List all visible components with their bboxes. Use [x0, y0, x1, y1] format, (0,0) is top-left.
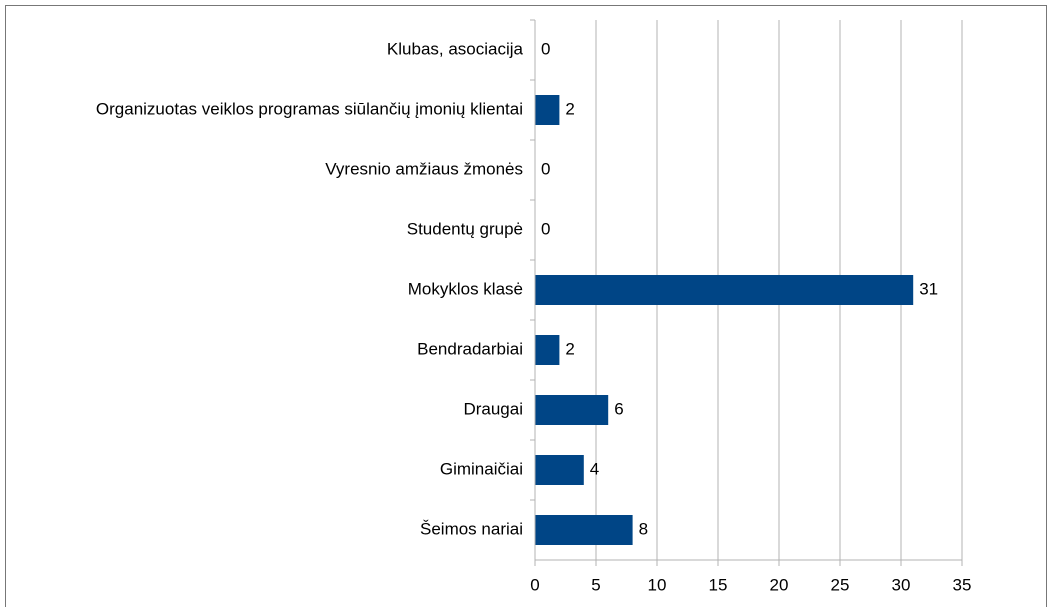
data-label: 8: [639, 519, 648, 538]
y-tick-label: Klubas, asociacija: [387, 39, 524, 58]
y-tick-label: Vyresnio amžiaus žmonės: [325, 159, 523, 178]
y-tick-label: Bendradarbiai: [417, 339, 523, 358]
y-tick-label: Studentų grupė: [407, 219, 523, 238]
x-tick-label: 5: [591, 575, 600, 594]
data-label: 2: [565, 339, 574, 358]
x-tick-label: 30: [892, 575, 911, 594]
bar: [535, 335, 560, 365]
y-tick-label: Organizuotas veiklos programas siūlančių…: [96, 99, 523, 118]
y-tick-label: Šeimos nariai: [420, 519, 523, 538]
x-tick-label: 25: [831, 575, 850, 594]
bar: [535, 515, 633, 545]
bar: [535, 455, 584, 485]
y-tick-label: Draugai: [463, 399, 523, 418]
frame: [5, 5, 1047, 607]
data-label: 4: [590, 459, 599, 478]
data-label: 0: [541, 159, 550, 178]
x-tick-label: 35: [953, 575, 972, 594]
y-tick-label: Mokyklos klasė: [408, 279, 523, 298]
bar: [535, 275, 914, 305]
x-tick-label: 20: [770, 575, 789, 594]
x-tick-label: 10: [648, 575, 667, 594]
data-label: 0: [541, 39, 550, 58]
x-tick-label: 15: [709, 575, 728, 594]
data-label: 2: [565, 99, 574, 118]
data-label: 6: [614, 399, 623, 418]
y-tick-label: Giminaičiai: [440, 459, 523, 478]
data-label: 0: [541, 219, 550, 238]
bar: [535, 95, 560, 125]
x-tick-label: 0: [530, 575, 539, 594]
data-label: 31: [919, 279, 938, 298]
bar: [535, 395, 609, 425]
